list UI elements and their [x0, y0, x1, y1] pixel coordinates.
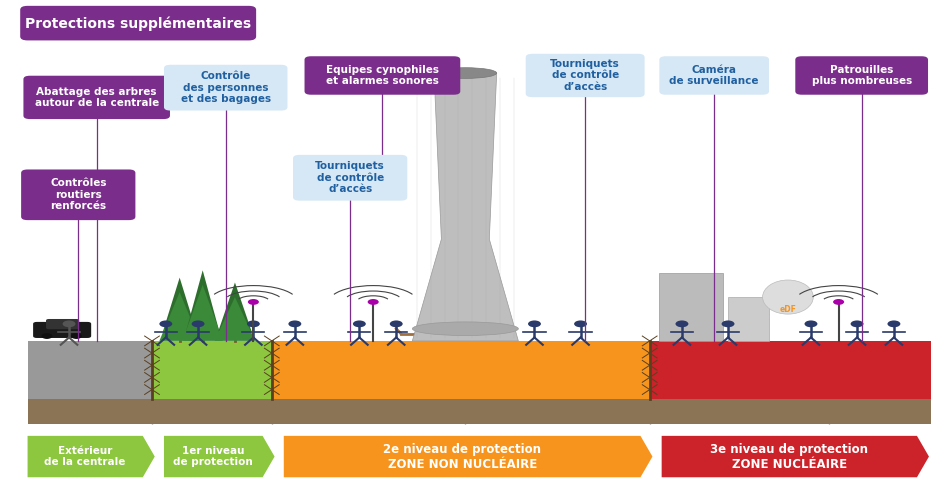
Polygon shape	[160, 292, 200, 341]
Circle shape	[247, 320, 259, 327]
Text: Caméra
de surveillance: Caméra de surveillance	[669, 65, 759, 86]
FancyBboxPatch shape	[293, 155, 407, 201]
FancyBboxPatch shape	[46, 319, 79, 329]
Polygon shape	[27, 399, 931, 424]
Ellipse shape	[413, 322, 518, 336]
Text: Tourniquets
de contrôle
d’accès: Tourniquets de contrôle d’accès	[315, 161, 385, 194]
Text: Extérieur
de la centrale: Extérieur de la centrale	[44, 446, 126, 468]
Circle shape	[833, 299, 844, 305]
Text: 2e niveau de protection
ZONE NON NUCLÉAIRE: 2e niveau de protection ZONE NON NUCLÉAI…	[384, 443, 541, 470]
Circle shape	[70, 333, 82, 339]
Polygon shape	[218, 282, 252, 331]
Circle shape	[41, 333, 53, 339]
Polygon shape	[152, 341, 272, 399]
Circle shape	[192, 320, 205, 327]
Polygon shape	[182, 285, 223, 341]
Circle shape	[722, 320, 734, 327]
Circle shape	[248, 299, 259, 305]
Polygon shape	[662, 436, 929, 477]
FancyBboxPatch shape	[33, 322, 91, 338]
Circle shape	[887, 320, 901, 327]
Circle shape	[368, 299, 379, 305]
Polygon shape	[27, 436, 155, 477]
Circle shape	[574, 320, 587, 327]
Text: Contrôle
des personnes
et des bagages: Contrôle des personnes et des bagages	[180, 71, 271, 104]
FancyBboxPatch shape	[659, 56, 769, 94]
Ellipse shape	[762, 280, 813, 314]
FancyBboxPatch shape	[659, 273, 724, 341]
Text: Tourniquets
de contrôle
d’accès: Tourniquets de contrôle d’accès	[550, 59, 620, 92]
FancyBboxPatch shape	[20, 6, 256, 40]
Text: 1er niveau
de protection: 1er niveau de protection	[173, 446, 253, 468]
Circle shape	[528, 320, 540, 327]
Polygon shape	[272, 341, 650, 399]
FancyBboxPatch shape	[24, 75, 170, 119]
Polygon shape	[27, 341, 152, 399]
Polygon shape	[413, 73, 518, 341]
Circle shape	[676, 320, 688, 327]
FancyBboxPatch shape	[21, 169, 135, 220]
Polygon shape	[186, 270, 219, 331]
FancyBboxPatch shape	[525, 54, 645, 97]
Text: Abattage des arbres
autour de la centrale: Abattage des arbres autour de la central…	[35, 87, 159, 108]
Polygon shape	[163, 278, 196, 331]
Text: 3e niveau de protection
ZONE NUCLÉAIRE: 3e niveau de protection ZONE NUCLÉAIRE	[711, 443, 869, 470]
Text: Patrouilles
plus nombreuses: Patrouilles plus nombreuses	[811, 65, 912, 86]
Polygon shape	[164, 436, 274, 477]
Circle shape	[851, 320, 864, 327]
Circle shape	[390, 320, 402, 327]
FancyBboxPatch shape	[305, 56, 461, 94]
Polygon shape	[214, 297, 256, 341]
Circle shape	[63, 320, 75, 327]
Text: Equipes cynophiles
et alarmes sonores: Equipes cynophiles et alarmes sonores	[326, 65, 439, 86]
Text: Contrôles
routiers
renforcés: Contrôles routiers renforcés	[50, 178, 106, 211]
Circle shape	[352, 320, 366, 327]
Circle shape	[805, 320, 818, 327]
FancyBboxPatch shape	[728, 297, 770, 341]
Polygon shape	[284, 436, 652, 477]
Circle shape	[289, 320, 302, 327]
Polygon shape	[650, 341, 931, 399]
Text: eDF: eDF	[779, 305, 796, 314]
FancyBboxPatch shape	[164, 65, 288, 111]
Text: Protections supplémentaires: Protections supplémentaires	[25, 16, 251, 31]
Ellipse shape	[434, 68, 496, 78]
Circle shape	[160, 320, 172, 327]
FancyBboxPatch shape	[795, 56, 928, 94]
